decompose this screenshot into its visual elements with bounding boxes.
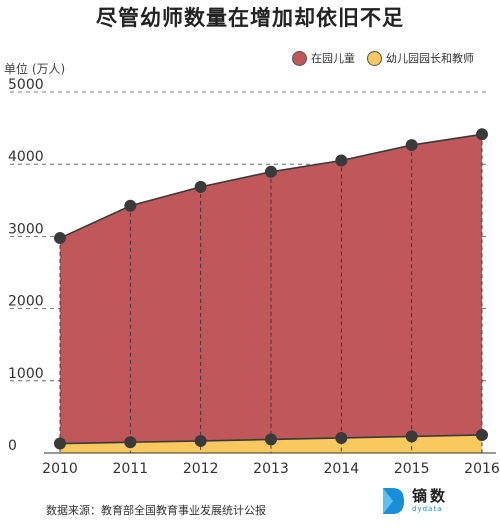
legend-swatch-children — [292, 50, 307, 66]
y-tick-label-5000: 5000 — [8, 77, 44, 93]
point-children-2014 — [335, 154, 348, 167]
point-teachers-2012 — [194, 434, 207, 447]
point-children-2013 — [265, 165, 277, 178]
x-tick-label-2010: 2010 — [42, 461, 78, 477]
x-tick-label-2016: 2016 — [464, 461, 500, 477]
legend-swatch-teachers — [367, 50, 382, 66]
legend-item-children[interactable]: 在园儿童 — [292, 50, 355, 66]
y-axis-label: 单位 (万人) — [4, 62, 66, 76]
point-teachers-2011 — [124, 436, 137, 449]
brand-logo: 镝数 dydata — [380, 486, 448, 516]
y-tick-label-4000: 4000 — [8, 149, 44, 165]
point-children-2011 — [124, 199, 137, 212]
legend-label-children: 在园儿童 — [311, 52, 355, 65]
y-tick-label-1000: 1000 — [8, 366, 44, 382]
legend-label-teachers: 幼儿园园长和教师 — [386, 52, 474, 65]
point-teachers-2014 — [335, 431, 348, 444]
point-teachers-2013 — [265, 433, 277, 446]
point-teachers-2015 — [405, 430, 418, 443]
x-tick-label-2014: 2014 — [324, 461, 360, 477]
point-children-2015 — [405, 139, 418, 152]
data-source: 数据来源：教育部全国教育事业发展统计公报 — [46, 504, 266, 517]
x-tick-label-2015: 2015 — [394, 461, 430, 477]
x-tick-label-2011: 2011 — [113, 461, 149, 477]
y-tick-label-2000: 2000 — [8, 294, 44, 310]
chart-title: 尽管幼师数量在增加却依旧不足 — [96, 6, 404, 30]
y-tick-label-0: 0 — [8, 438, 17, 454]
dydata-logo-icon — [380, 486, 406, 516]
x-tick-label-2013: 2013 — [253, 461, 289, 477]
y-tick-label-3000: 3000 — [8, 221, 44, 237]
point-children-2016 — [476, 128, 488, 141]
brand-subtitle: dydata — [412, 505, 443, 513]
point-children-2012 — [194, 180, 207, 193]
point-teachers-2010 — [54, 437, 66, 450]
x-tick-label-2012: 2012 — [183, 461, 219, 477]
legend: 在园儿童 幼儿园园长和教师 — [292, 50, 486, 66]
legend-item-teachers[interactable]: 幼儿园园长和教师 — [367, 50, 474, 66]
point-children-2010 — [54, 232, 66, 245]
brand-name: 镝数 — [412, 487, 449, 505]
point-teachers-2016 — [476, 428, 488, 441]
